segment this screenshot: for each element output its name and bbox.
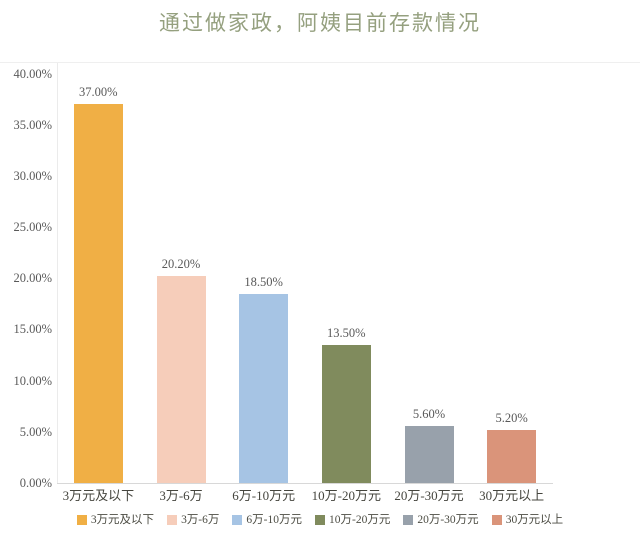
bar-value-label: 5.60%: [412, 406, 446, 421]
bar-value-label: 13.50%: [327, 325, 366, 340]
y-tick-label: 30.00%: [13, 168, 52, 183]
x-category-label: 20万-30万元: [394, 488, 464, 503]
legend-item: 20万-30万元: [403, 513, 479, 527]
y-tick-label: 35.00%: [13, 117, 52, 132]
x-category-label: 10万-20万元: [311, 488, 381, 503]
y-tick-label: 15.00%: [13, 322, 52, 337]
bar-value-label: 37.00%: [79, 85, 118, 100]
legend-label: 10万-20万元: [329, 514, 391, 526]
divider-line: [0, 62, 640, 63]
y-tick-label: 40.00%: [13, 66, 52, 81]
x-axis-line: [57, 483, 553, 484]
legend-swatch: [315, 515, 325, 525]
legend-item: 30万元以上: [491, 513, 564, 527]
legend-swatch: [167, 515, 178, 525]
bar-6: [487, 429, 537, 483]
bar-value-label: 18.50%: [244, 274, 283, 289]
legend-label: 30万元以上: [505, 514, 564, 526]
bar-2: [156, 276, 206, 483]
bar-value-label: 20.20%: [161, 257, 201, 272]
legend-item: 10万-20万元: [315, 513, 390, 527]
bar-1: [73, 104, 123, 483]
legend-label: 6万-10万元: [246, 514, 302, 526]
y-tick-label: 20.00%: [13, 271, 52, 286]
x-category-label: 3万-6万: [159, 488, 203, 503]
legend: 3万元及以下 3万-6万 6万-10万元 10万-20万元 20万-30万元 30万元以上: [0, 513, 640, 527]
bar-5: [404, 425, 454, 483]
y-tick-label: 25.00%: [13, 220, 52, 235]
legend-item: 3万元及以下: [76, 513, 155, 527]
legend-swatch: [491, 515, 502, 525]
bar-3: [239, 293, 289, 483]
x-category-label: 6万-10万元: [232, 488, 296, 503]
y-tick-label: 0.00%: [19, 476, 52, 490]
y-axis-line: [57, 63, 58, 483]
legend-label: 3万元及以下: [90, 514, 155, 526]
y-tick-label: 5.00%: [19, 424, 52, 439]
bar-4: [321, 344, 371, 483]
legend-label: 20万-30万元: [417, 514, 479, 526]
chart-title: 通过做家政，阿姨目前存款情况: [159, 11, 481, 35]
legend-item: 6万-10万元: [232, 513, 302, 527]
legend-item: 3万-6万: [167, 513, 219, 527]
legend-swatch: [232, 515, 243, 525]
y-tick-label: 10.00%: [13, 373, 52, 388]
x-category-label: 30万元以上: [479, 488, 545, 503]
legend-swatch: [76, 515, 87, 525]
x-category-label: 3万元及以下: [62, 488, 135, 503]
legend-swatch: [403, 515, 414, 525]
legend-label: 3万-6万: [181, 514, 220, 526]
bar-value-label: 5.20%: [495, 410, 528, 425]
